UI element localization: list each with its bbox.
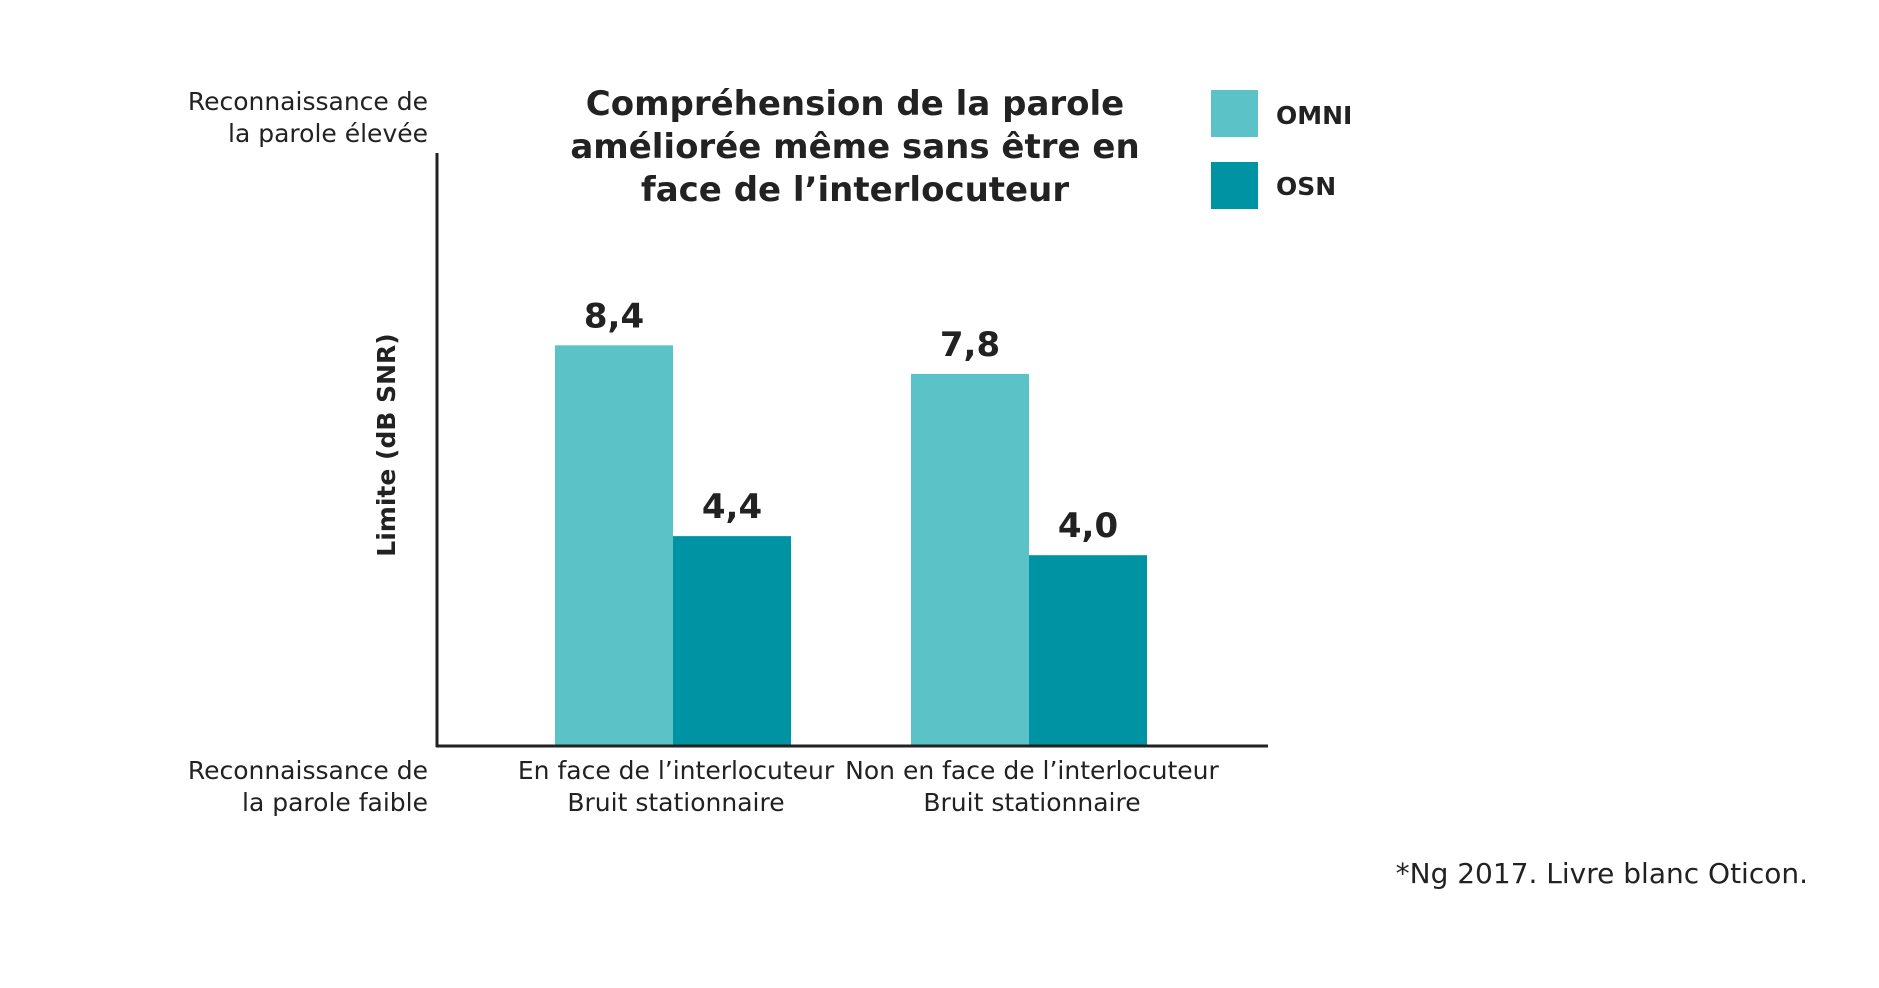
y-top-label-line-1: Reconnaissance de [188, 87, 428, 116]
bar-osn-cat-2 [1029, 555, 1147, 746]
value-label-osn-cat-2: 4,0 [1058, 506, 1118, 546]
category-label-1-line-2: Bruit stationnaire [567, 788, 784, 817]
category-label-2-line-2: Bruit stationnaire [923, 788, 1140, 817]
legend-label-osn: OSN [1276, 172, 1336, 201]
bar-omni-cat-1 [555, 345, 673, 746]
value-label-omni-cat-2: 7,8 [940, 325, 1000, 365]
bar-osn-cat-1 [673, 536, 791, 746]
chart-title-line-1: Compréhension de la parole [586, 84, 1124, 124]
category-label-2-line-1: Non en face de l’interlocuteur [845, 756, 1219, 785]
bars-group: 8,4 4,4 7,8 4,0 [555, 296, 1147, 746]
legend-swatch-osn [1211, 162, 1258, 209]
value-label-omni-cat-1: 8,4 [584, 296, 644, 336]
legend-swatch-omni [1211, 90, 1258, 137]
value-label-osn-cat-1: 4,4 [702, 487, 762, 527]
y-top-label-line-2: la parole élevée [228, 119, 428, 148]
footnote: *Ng 2017. Livre blanc Oticon. [1396, 857, 1808, 890]
category-label-1-line-1: En face de l’interlocuteur [518, 756, 835, 785]
y-bottom-label-line-1: Reconnaissance de [188, 756, 428, 785]
legend-label-omni: OMNI [1276, 101, 1352, 130]
chart-title-line-3: face de l’interlocuteur [641, 170, 1069, 210]
bar-omni-cat-2 [911, 373, 1029, 746]
y-bottom-label-line-2: la parole faible [242, 788, 428, 817]
y-axis-label: Limite (dB SNR) [372, 333, 401, 556]
chart-title-line-2: améliorée même sans être en [570, 127, 1139, 167]
